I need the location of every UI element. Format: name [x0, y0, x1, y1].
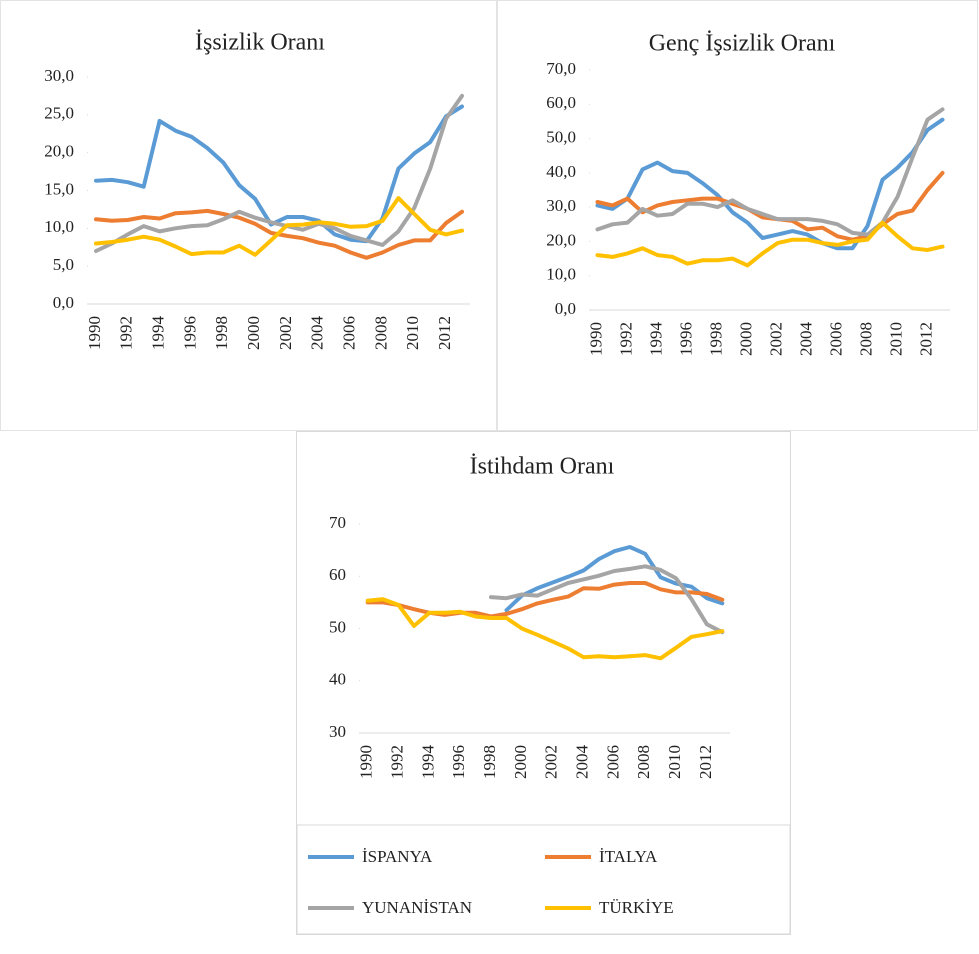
x-tick-label: 1996: [676, 322, 695, 356]
x-tick-label: 1994: [418, 745, 437, 780]
y-tick-label: 40,0: [546, 162, 576, 181]
y-tick-label: 60: [329, 565, 346, 584]
legend-label: İSPANYA: [362, 847, 433, 866]
x-tick-label: 2006: [340, 316, 359, 350]
x-tick-label: 1990: [586, 322, 605, 356]
x-tick-label: 2004: [308, 316, 327, 351]
x-tick-label: 2006: [826, 322, 845, 356]
x-tick-label: 1998: [706, 322, 725, 356]
y-tick-label: 30: [329, 722, 346, 741]
x-tick-label: 1996: [449, 745, 468, 779]
y-tick-label: 5,0: [53, 255, 74, 274]
line-series: [489, 564, 725, 635]
chart-title: İstihdam Oranı: [470, 454, 615, 480]
line-series: [94, 93, 464, 253]
y-tick-label: 30,0: [44, 66, 74, 85]
x-tick-label: 2004: [796, 322, 815, 357]
y-tick-label: 25,0: [44, 104, 74, 123]
y-tick-label: 15,0: [44, 179, 74, 198]
x-tick-label: 2008: [856, 322, 875, 356]
x-tick-label: 2004: [572, 745, 591, 780]
chart-frame: [296, 431, 791, 935]
x-tick-label: 1996: [180, 316, 199, 350]
y-tick-label: 50,0: [546, 127, 576, 146]
y-tick-label: 10,0: [546, 265, 576, 284]
chart-title: Genç İşsizlik Oranı: [649, 31, 836, 57]
line-series: [94, 196, 464, 257]
x-tick-label: 1990: [357, 745, 376, 779]
y-tick-label: 30,0: [546, 196, 576, 215]
x-tick-label: 2002: [542, 745, 561, 779]
y-tick-label: 50: [329, 617, 346, 636]
x-tick-label: 2010: [403, 316, 422, 350]
x-tick-label: 2002: [276, 316, 295, 350]
legend-label: İTALYA: [599, 847, 658, 866]
x-tick-label: 1990: [85, 316, 104, 350]
x-tick-label: 2010: [886, 322, 905, 356]
y-tick-label: 10,0: [44, 217, 74, 236]
line-series: [94, 104, 464, 244]
x-tick-label: 1992: [117, 316, 136, 350]
y-tick-label: 70: [329, 513, 346, 532]
y-tick-label: 0,0: [555, 299, 576, 318]
x-tick-label: 2010: [665, 745, 684, 779]
line-series: [365, 597, 725, 661]
chart-title: İşsizlik Oranı: [195, 30, 325, 56]
line-series: [504, 545, 725, 613]
x-tick-label: 2006: [603, 745, 622, 779]
x-tick-label: 2000: [736, 322, 755, 356]
x-tick-label: 1998: [212, 316, 231, 350]
x-tick-label: 1992: [387, 745, 406, 779]
x-tick-label: 2008: [371, 316, 390, 350]
line-series: [595, 107, 945, 237]
line-series: [595, 117, 945, 251]
y-tick-label: 20,0: [44, 142, 74, 161]
x-tick-label: 2002: [766, 322, 785, 356]
x-tick-label: 1998: [480, 745, 499, 779]
x-tick-label: 2012: [916, 322, 935, 356]
x-tick-label: 2008: [634, 745, 653, 779]
x-tick-label: 1994: [646, 322, 665, 357]
line-series: [365, 581, 725, 619]
y-tick-label: 60,0: [546, 93, 576, 112]
x-tick-label: 2012: [435, 316, 454, 350]
legend-label: YUNANİSTAN: [362, 898, 472, 917]
line-series: [595, 220, 945, 268]
legend-frame: [296, 824, 791, 935]
x-tick-label: 1994: [149, 316, 168, 351]
x-tick-label: 1992: [616, 322, 635, 356]
y-tick-label: 40: [329, 670, 346, 689]
y-tick-label: 20,0: [546, 230, 576, 249]
x-tick-label: 2012: [696, 745, 715, 779]
x-tick-label: 2000: [511, 745, 530, 779]
legend-label: TÜRKİYE: [599, 898, 674, 917]
x-tick-label: 2000: [244, 316, 263, 350]
y-tick-label: 70,0: [546, 59, 576, 78]
y-tick-label: 0,0: [53, 293, 74, 312]
